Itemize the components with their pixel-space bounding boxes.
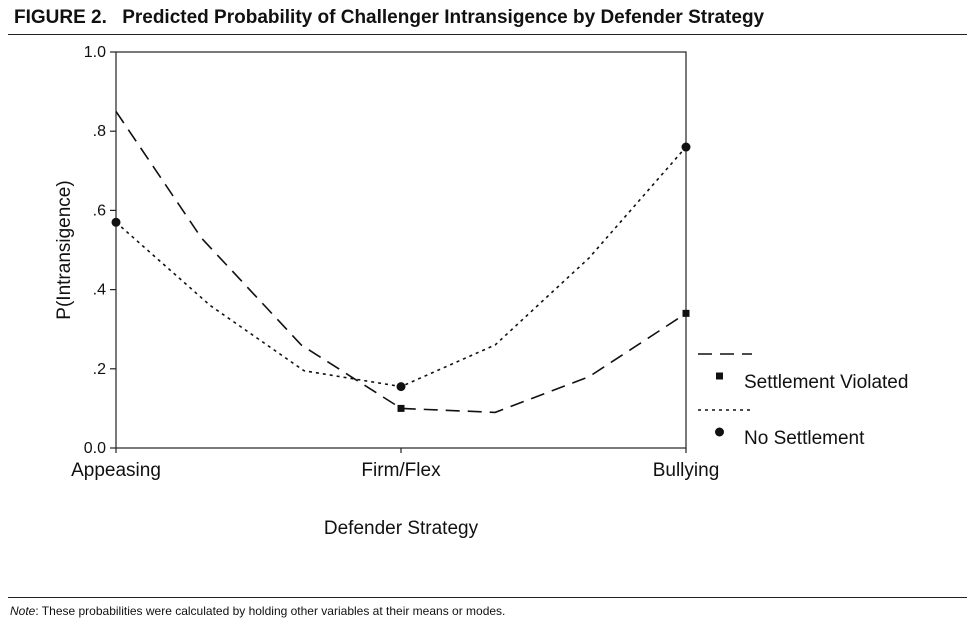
y-tick-label: 0.0	[84, 440, 106, 457]
legend: Settlement Violated No Settlement	[698, 353, 908, 449]
data-point-circle	[111, 217, 121, 227]
legend-marker-circle	[715, 427, 724, 437]
title-rule	[8, 34, 967, 35]
series-line-0	[115, 110, 687, 414]
x-tick-label: Bullying	[653, 460, 720, 481]
y-tick-label: .6	[93, 202, 106, 219]
data-point-square	[682, 309, 690, 317]
x-axis-label: Defender Strategy	[324, 518, 479, 539]
figure-title: FIGURE 2. Predicted Probability of Chall…	[14, 7, 764, 29]
figure-title-text: Predicted Probability of Challenger Intr…	[122, 7, 765, 28]
legend-label: Settlement Violated	[744, 372, 908, 393]
x-tick-label: Appeasing	[71, 460, 161, 481]
note-rule	[8, 597, 967, 598]
data-point-circle	[396, 382, 406, 392]
line-chart: 0.0 .2 .4 .6 .8 1.0 Appeasing Firm/Flex Bullyin…	[54, 44, 908, 539]
legend-marker-square	[716, 372, 723, 380]
data-point-circle	[681, 142, 691, 152]
y-tick-label: 1.0	[84, 44, 106, 61]
y-axis: 0.0 .2 .4 .6 .8 1.0	[84, 44, 116, 457]
x-axis: Appeasing Firm/Flex Bullying	[71, 448, 719, 481]
y-tick-label: .2	[93, 361, 106, 378]
note-text: : These probabilities were calculated by…	[35, 604, 506, 618]
data-point-square	[397, 404, 405, 412]
y-axis-label: P(Intransigence)	[54, 180, 75, 319]
figure-label: FIGURE 2.	[14, 7, 107, 28]
x-tick-label: Firm/Flex	[361, 460, 441, 481]
note-label: Note	[10, 604, 36, 618]
y-tick-label: .4	[93, 282, 106, 299]
figure-note: Note: These probabilities were calculate…	[10, 604, 505, 618]
series-layer	[111, 110, 691, 414]
series-line-1	[115, 146, 687, 388]
y-tick-label: .8	[93, 123, 106, 140]
legend-label: No Settlement	[744, 428, 865, 449]
